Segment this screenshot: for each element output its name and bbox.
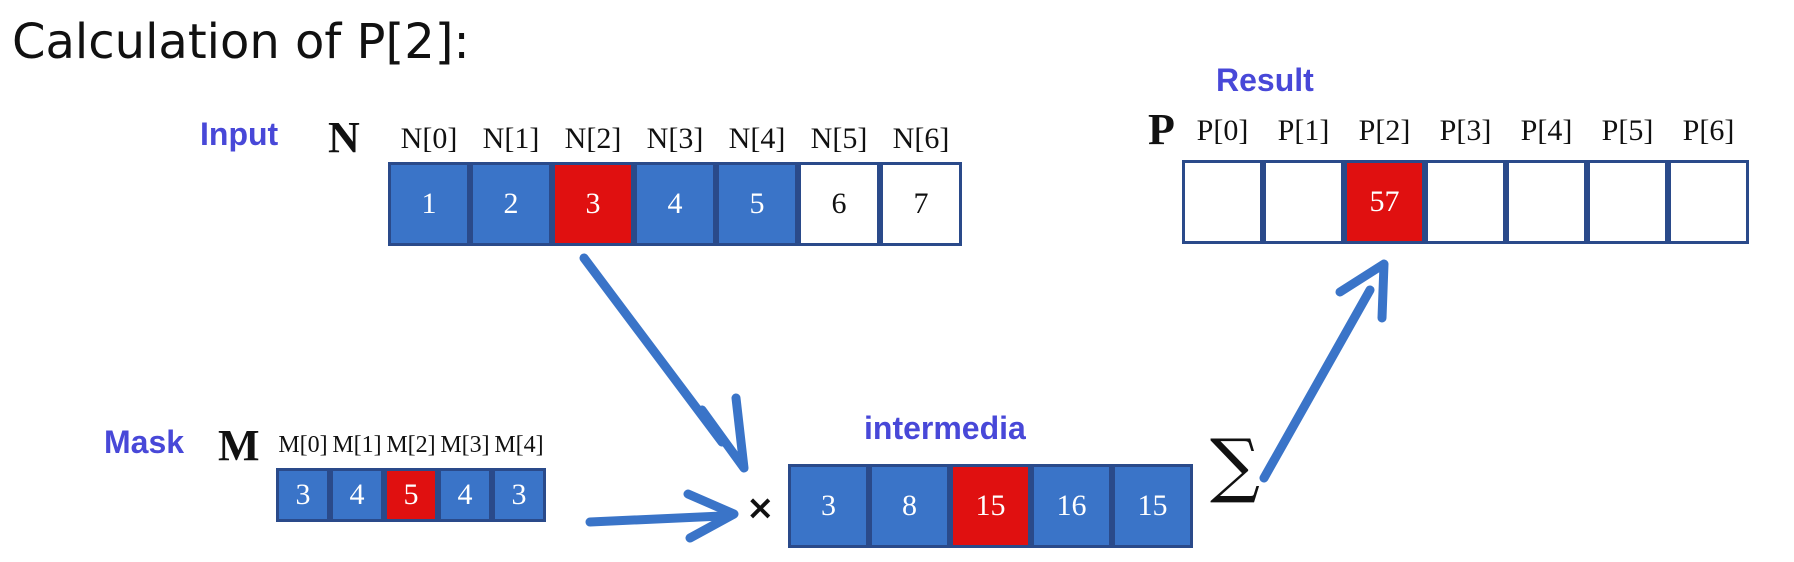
result-label: Result xyxy=(1216,62,1314,98)
arrow-input-to-multiply xyxy=(579,253,749,473)
arrow-mask-to-multiply xyxy=(585,489,739,543)
result-cell-3 xyxy=(1425,160,1506,244)
mask-label: Mask xyxy=(104,424,185,460)
result-cell-5 xyxy=(1587,160,1668,244)
intermediate-cell-2: 15 xyxy=(950,464,1031,548)
result-index-1: P[1] xyxy=(1277,114,1330,147)
result-cell-6 xyxy=(1668,160,1749,244)
input-index-1: N[1] xyxy=(482,122,540,155)
input-cell-5: 6 xyxy=(798,162,880,246)
result-index-2: P[2] xyxy=(1358,114,1411,147)
sum-symbol: ∑ xyxy=(1210,424,1260,506)
result-index-0: P[0] xyxy=(1196,114,1249,147)
page-title: Calculation of P[2]: xyxy=(12,14,470,70)
intermediate-cell-1: 8 xyxy=(869,464,950,548)
result-cell-2: 57 xyxy=(1344,160,1425,244)
input-cell-1: 2 xyxy=(470,162,552,246)
mask-index-1: M[1] xyxy=(332,432,382,458)
intermediate-cell-0: 3 xyxy=(788,464,869,548)
input-index-3: N[3] xyxy=(646,122,704,155)
mask-index-4: M[4] xyxy=(494,432,544,458)
mask-var-name: M xyxy=(218,421,260,470)
input-label: Input xyxy=(200,116,279,152)
input-cell-2: 3 xyxy=(552,162,634,246)
mask-cell-3: 4 xyxy=(438,468,492,522)
input-index-2: N[2] xyxy=(564,122,622,155)
input-index-0: N[0] xyxy=(400,122,458,155)
input-cell-0: 1 xyxy=(388,162,470,246)
input-index-5: N[5] xyxy=(810,122,868,155)
result-index-4: P[4] xyxy=(1520,114,1573,147)
result-index-5: P[5] xyxy=(1601,114,1654,147)
result-cell-4 xyxy=(1506,160,1587,244)
input-index-4: N[4] xyxy=(728,122,786,155)
input-cell-4: 5 xyxy=(716,162,798,246)
mask-cell-4: 3 xyxy=(492,468,546,522)
result-index-3: P[3] xyxy=(1439,114,1492,147)
intermediate-label: intermedia xyxy=(864,410,1026,446)
input-index-6: N[6] xyxy=(892,122,950,155)
mask-cell-2: 5 xyxy=(384,468,438,522)
result-cell-0 xyxy=(1182,160,1263,244)
input-var-name: N xyxy=(328,113,360,162)
result-var-name: P xyxy=(1148,105,1175,154)
multiply-symbol: × xyxy=(746,488,775,528)
mask-index-0: M[0] xyxy=(278,432,328,458)
intermediate-cell-3: 16 xyxy=(1031,464,1112,548)
mask-cell-1: 4 xyxy=(330,468,384,522)
intermediate-cell-4: 15 xyxy=(1112,464,1193,548)
mask-cell-0: 3 xyxy=(276,468,330,522)
result-index-6: P[6] xyxy=(1682,114,1735,147)
input-cell-3: 4 xyxy=(634,162,716,246)
result-cell-1 xyxy=(1263,160,1344,244)
arrow-sum-to-result xyxy=(1259,259,1389,483)
mask-index-2: M[2] xyxy=(386,432,436,458)
mask-index-3: M[3] xyxy=(440,432,490,458)
input-cell-6: 7 xyxy=(880,162,962,246)
